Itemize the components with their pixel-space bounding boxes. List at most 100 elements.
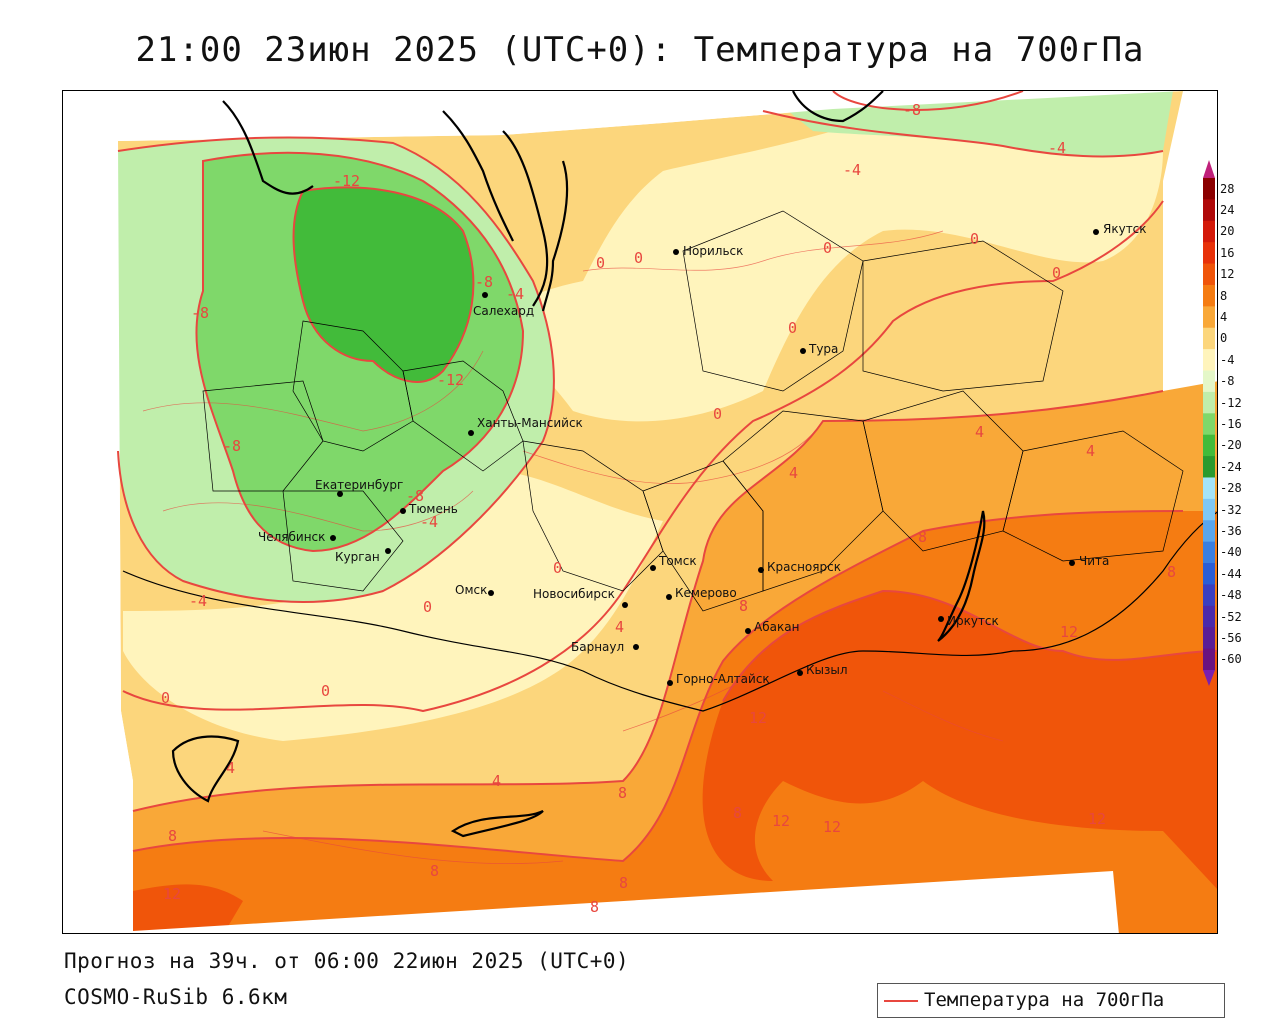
colorbar-cell (1203, 220, 1215, 243)
city-barnaul: Барнаул (571, 640, 639, 654)
svg-text:Салехард: Салехард (473, 304, 534, 318)
field-outside-top (63, 91, 1217, 141)
colorbar-cell (1203, 541, 1215, 564)
colorbar-tick-label: 24 (1220, 203, 1235, 218)
colorbar-tick-label: -56 (1220, 630, 1242, 645)
svg-text:Абакан: Абакан (754, 620, 799, 634)
colorbar-tick-label: -28 (1220, 481, 1242, 496)
colorbar-cell (1203, 563, 1215, 585)
isotherm-label: 0 (161, 689, 170, 707)
isotherm-label: 0 (634, 249, 643, 267)
isotherm-label: 8 (733, 804, 742, 822)
isotherm-label: -8 (475, 273, 493, 291)
region-borders-9 (862, 240, 1064, 392)
map-title: 21:00 23июн 2025 (UTC+0): Температура на… (135, 30, 1145, 70)
region-borders (292, 320, 414, 452)
colorbar-cell (1203, 520, 1215, 543)
isotherm-label: 4 (492, 772, 501, 790)
colorbar-cell (1203, 349, 1215, 372)
colorbar-cell (1203, 199, 1215, 222)
isotherm-label: 0 (713, 405, 722, 423)
colorbar-cell (1203, 370, 1215, 393)
colorbar-cell (1203, 627, 1215, 650)
temperature-fields (63, 91, 1217, 933)
isotherm-0 (122, 200, 1164, 713)
isotherm-label: 0 (596, 254, 605, 272)
isotherm-label: 0 (970, 230, 979, 248)
colorbar-tick-label: -4 (1220, 352, 1235, 367)
colorbar-tick-label: 0 (1220, 331, 1228, 346)
region-borders-8 (682, 210, 864, 392)
borders (122, 210, 1217, 712)
city-tura: Тура (800, 342, 838, 356)
region-borders-10 (202, 380, 324, 492)
isotherm-lines (117, 91, 1217, 863)
isotherm-label: 12 (1088, 810, 1106, 828)
colorbar-tick-label: 4 (1220, 310, 1228, 325)
svg-text:Норильск: Норильск (683, 244, 743, 258)
colorbar-cell (1203, 498, 1215, 521)
lake-balkhash (450, 809, 544, 838)
isotherm-label: 0 (321, 682, 330, 700)
city-tyumen: Тюмень (400, 502, 458, 516)
isotherm-minus8 (195, 151, 525, 553)
colorbar-tick-label: -36 (1220, 523, 1242, 538)
svg-text:Иркутск: Иркутск (947, 614, 999, 628)
isotherm-label: 8 (739, 597, 748, 615)
legend-label: Температура на 700гПа (924, 989, 1165, 1011)
city-norilsk: Норильск (673, 244, 743, 258)
legend: Температура на 700гПа (877, 983, 1225, 1018)
isotherm-label: 8 (918, 528, 927, 546)
isotherm-label: 0 (423, 598, 432, 616)
isotherm-label: -12 (437, 371, 464, 389)
colorbar-cell (1203, 284, 1215, 307)
svg-text:Томск: Томск (658, 554, 697, 568)
region-borders-7 (1002, 430, 1184, 562)
coast-ob-gulf (502, 130, 549, 307)
colorbar-cell (1203, 391, 1215, 414)
city-kurgan: Курган (335, 548, 391, 564)
isotherm-label: -4 (1048, 139, 1066, 157)
colorbar-cell (1203, 263, 1215, 286)
colorbar-cell (1203, 178, 1215, 200)
colorbar-cell (1203, 605, 1215, 628)
colorbar-tick-label: -52 (1220, 609, 1242, 624)
legend-line-swatch (884, 1000, 918, 1002)
svg-text:Тура: Тура (808, 342, 838, 356)
region-borders-5 (722, 410, 884, 592)
isotherm-label: 8 (590, 898, 599, 916)
colorbar-tick-label: -40 (1220, 545, 1242, 560)
svg-text:Барнаул: Барнаул (571, 640, 624, 654)
colorbar-cell (1203, 434, 1215, 457)
isotherm-label: 8 (168, 827, 177, 845)
detail-contours (142, 230, 1004, 864)
colorbar-arrow-top (1203, 160, 1215, 178)
aral-sea (171, 735, 240, 803)
colorbar (1203, 160, 1215, 686)
city-krasnoyarsk: Красноярск (758, 560, 841, 574)
city-omsk: Омск (455, 583, 494, 597)
svg-text:Кемерово: Кемерово (675, 586, 737, 600)
temperature-map: Норильск Якутск Салехард Тура Ханты-Манс… (62, 90, 1218, 934)
svg-text:Тюмень: Тюмень (408, 502, 458, 516)
colorbar-tick-label: -32 (1220, 502, 1242, 517)
svg-text:Курган: Курган (335, 550, 380, 564)
city-kyzyl: Кызыл (797, 663, 848, 677)
isotherm-label: 4 (615, 618, 624, 636)
map-canvas: Норильск Якутск Салехард Тура Ханты-Манс… (63, 91, 1217, 933)
cities: Норильск Якутск Салехард Тура Ханты-Манс… (258, 222, 1147, 686)
isotherm-label: 4 (975, 423, 984, 441)
region-borders-11 (282, 490, 404, 592)
isotherm-label: -4 (506, 285, 524, 303)
colorbar-cell (1203, 413, 1215, 436)
svg-text:Челябинск: Челябинск (258, 530, 325, 544)
colorbar-cell (1203, 456, 1215, 478)
isotherm-label: -4 (420, 513, 438, 531)
city-chelyabinsk: Челябинск (258, 530, 336, 544)
coastlines (171, 91, 986, 838)
city-khanty-mansiysk: Ханты-Мансийск (468, 416, 583, 436)
colorbar-cell (1203, 648, 1215, 671)
colorbar-tick-label: -20 (1220, 438, 1242, 453)
city-yakutsk: Якутск (1093, 222, 1147, 236)
